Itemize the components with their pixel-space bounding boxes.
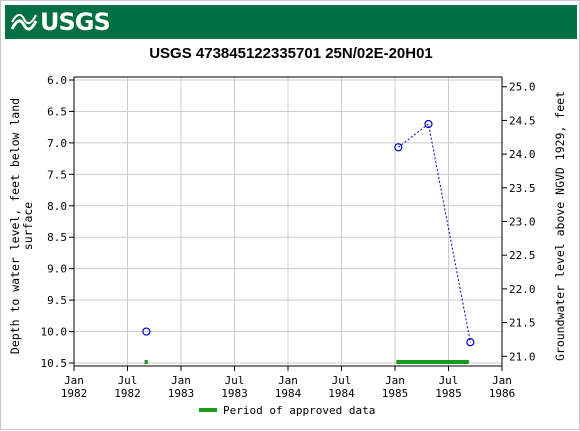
tick-label-x-year: 1986 (489, 387, 516, 400)
y-axis-label-right: Groundwater level above NGVD 1929, feet (553, 91, 567, 361)
tick-label-x-year: 1983 (221, 387, 248, 400)
approved-period-bar (396, 360, 469, 364)
grid-lines (73, 77, 503, 366)
legend-label: Period of approved data (223, 404, 375, 417)
data-point (394, 143, 403, 152)
tick-label-x-year: 1985 (435, 387, 462, 400)
tick-label-x-year: 1984 (275, 387, 302, 400)
tick-label-left: 9.0 (47, 263, 67, 276)
usgs-logo: USGS (11, 8, 111, 36)
tick-label-x-year: 1984 (328, 387, 355, 400)
legend: Period of approved data (199, 404, 375, 417)
data-point (466, 338, 475, 347)
tick-label-left: 7.5 (47, 168, 67, 181)
tick-label-right: 24.0 (509, 148, 536, 161)
legend-swatch (199, 408, 217, 412)
approved-period-bar (144, 360, 148, 364)
tick-label-right: 24.5 (509, 114, 536, 127)
chart-title: USGS 473845122335701 25N/02E-20H01 (149, 45, 433, 62)
series-line (397, 123, 471, 343)
tick-label-left: 10.5 (41, 357, 68, 370)
tick-label-x-year: 1985 (382, 387, 409, 400)
left-axis-ticks: 6.0 6.5 7.0 7.5 8.0 8.5 9.0 9.5 10.0 10.5 (41, 74, 74, 370)
tick-label-left: 9.5 (47, 294, 67, 307)
tick-label-x-month: Jan (492, 374, 512, 387)
tick-label-left: 8.0 (47, 200, 67, 213)
tick-label-right: 23.0 (509, 216, 536, 229)
tick-label-x-month: Jul (118, 374, 138, 387)
series-layer (142, 119, 475, 347)
tick-label-right: 22.5 (509, 249, 536, 262)
tick-label-x-month: Jan (64, 374, 84, 387)
y-axis-label-left-line2: surface (21, 202, 35, 251)
tick-label-x-month: Jul (332, 374, 352, 387)
tick-label-x-month: Jan (278, 374, 298, 387)
y-axis-label-left: Depth to water level, feet below land (8, 98, 22, 354)
tick-label-x-month: Jul (439, 374, 459, 387)
tick-label-left: 6.5 (47, 105, 67, 118)
tick-label-x-month: Jan (385, 374, 405, 387)
tick-label-x-year: 1983 (168, 387, 195, 400)
x-axis-ticks: Jan1982Jul1982Jan1983Jul1983Jan1984Jul19… (61, 366, 516, 400)
tick-label-right: 22.0 (509, 283, 536, 296)
tick-label-x-month: Jan (171, 374, 191, 387)
data-point (424, 119, 433, 129)
tick-label-right: 21.5 (509, 317, 536, 330)
approved-periods-layer (144, 360, 469, 364)
tick-label-right: 21.0 (509, 350, 536, 363)
tick-label-x-year: 1982 (114, 387, 141, 400)
tick-label-right: 23.5 (509, 182, 536, 195)
tick-label-x-month: Jul (225, 374, 245, 387)
tick-label-left: 10.0 (41, 326, 68, 339)
tick-label-left: 6.0 (47, 74, 67, 87)
right-axis-ticks: 21.0 21.5 22.0 22.5 23.0 23.5 24.0 24.5 25.0 (502, 81, 536, 363)
tick-label-right: 25.0 (509, 81, 536, 94)
usgs-banner: USGS (5, 5, 577, 39)
usgs-wave-icon (11, 13, 37, 31)
tick-label-left: 8.5 (47, 231, 67, 244)
data-point (142, 327, 151, 336)
tick-label-x-year: 1982 (61, 387, 88, 400)
tick-label-left: 7.0 (47, 137, 67, 150)
usgs-logo-text: USGS (40, 8, 111, 36)
